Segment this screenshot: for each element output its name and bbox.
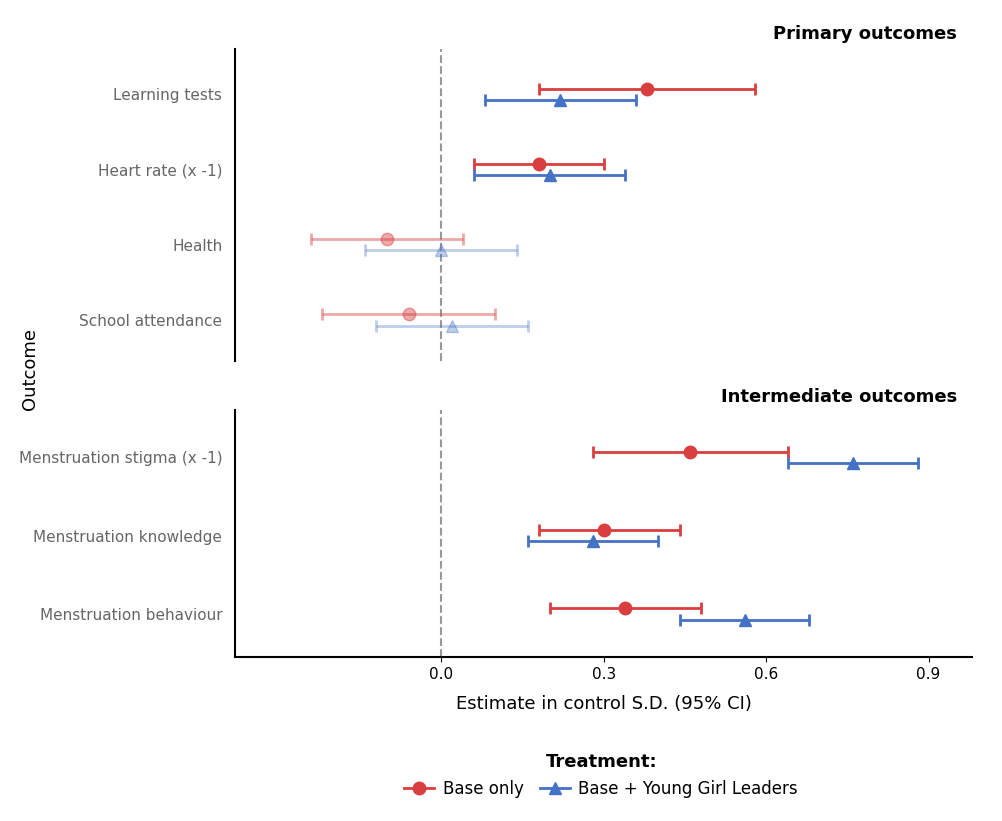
X-axis label: Estimate in control S.D. (95% CI): Estimate in control S.D. (95% CI)	[456, 695, 752, 713]
Text: Intermediate outcomes: Intermediate outcomes	[721, 388, 957, 406]
Text: Outcome: Outcome	[21, 328, 39, 410]
Text: Primary outcomes: Primary outcomes	[774, 25, 957, 43]
Legend: Base only, Base + Young Girl Leaders: Base only, Base + Young Girl Leaders	[398, 747, 805, 805]
